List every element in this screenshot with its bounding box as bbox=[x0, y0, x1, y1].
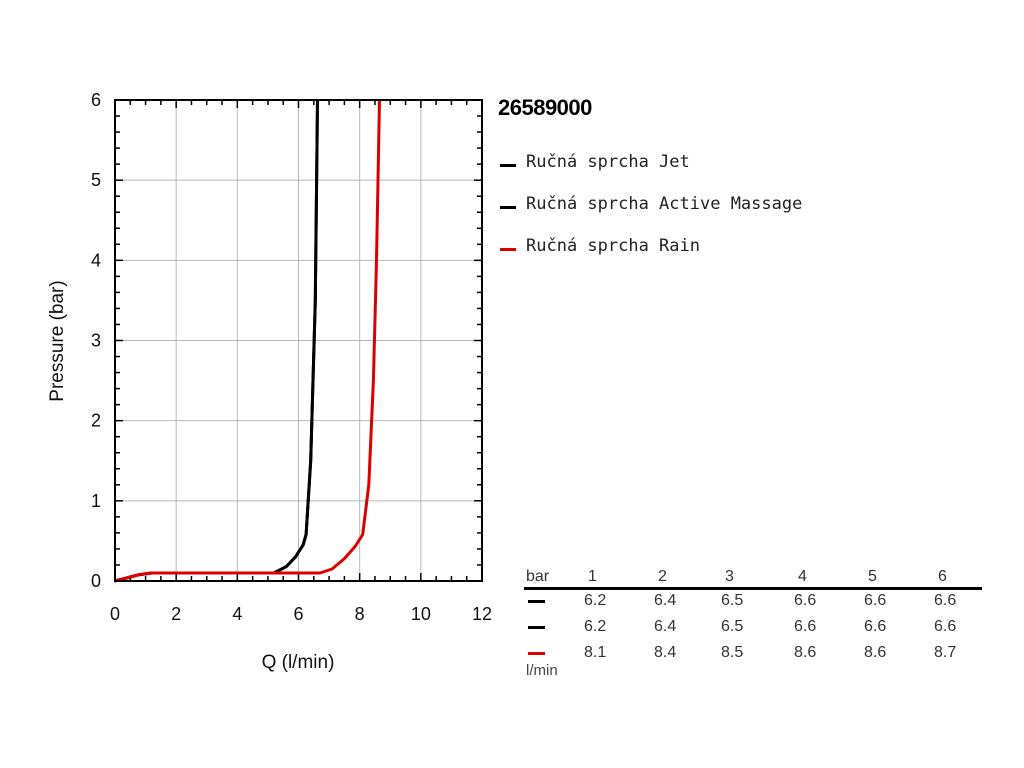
x-tick-label: 6 bbox=[293, 604, 303, 624]
table-cell: 6.6 bbox=[934, 618, 957, 635]
legend-item-3: Ručná sprcha Rain bbox=[500, 236, 802, 278]
y-axis-title: Pressure (bar) bbox=[47, 280, 68, 401]
legend-swatch bbox=[500, 248, 516, 251]
table-cell: 6.5 bbox=[721, 618, 744, 635]
table-row: 6.2 6.4 6.5 6.6 6.6 6.6 bbox=[524, 616, 982, 642]
y-tick-label: 6 bbox=[91, 90, 101, 110]
x-tick-label: 12 bbox=[472, 604, 492, 624]
plot-frame bbox=[114, 99, 483, 582]
legend-label: Ručná sprcha Jet bbox=[526, 152, 690, 172]
legend-swatch bbox=[500, 206, 516, 209]
legend-item-2: Ručná sprcha Active Massage bbox=[500, 194, 802, 236]
table-header-bar-label: bar bbox=[526, 568, 550, 585]
x-axis-title: Q (l/min) bbox=[262, 652, 335, 673]
y-tick-label: 2 bbox=[91, 411, 101, 431]
x-tick-label: 4 bbox=[232, 604, 242, 624]
table-row-swatch bbox=[528, 600, 545, 603]
table-row-swatch bbox=[528, 626, 545, 629]
y-tick-label: 3 bbox=[91, 331, 101, 351]
table-cell: 8.1 bbox=[584, 644, 607, 661]
table-cell: 6.4 bbox=[654, 618, 677, 635]
table-cell: 6.5 bbox=[721, 592, 744, 609]
series-lines bbox=[114, 99, 381, 583]
legend-label: Ručná sprcha Rain bbox=[526, 236, 700, 256]
y-tick-label: 5 bbox=[91, 170, 101, 190]
table-cell: 8.4 bbox=[654, 644, 677, 661]
x-tick-label: 0 bbox=[110, 604, 120, 624]
table-cell: 6.6 bbox=[794, 592, 817, 609]
table-cell: 6.6 bbox=[864, 592, 887, 609]
table-cell: 6.6 bbox=[864, 618, 887, 635]
table-header-pressure: 6 bbox=[938, 568, 947, 585]
table-cell: 6.2 bbox=[584, 618, 607, 635]
table-unit-label: l/min bbox=[526, 662, 558, 679]
x-tick-label: 8 bbox=[355, 604, 365, 624]
table-row-swatch bbox=[528, 652, 545, 655]
table-header-pressure: 1 bbox=[588, 568, 597, 585]
series-line-3 bbox=[114, 99, 381, 583]
table-header: bar 1 2 3 4 5 6 bbox=[524, 566, 982, 590]
chart-grid bbox=[115, 100, 482, 581]
table-cell: 8.6 bbox=[864, 644, 887, 661]
table-header-pressure: 5 bbox=[868, 568, 877, 585]
legend-swatch bbox=[500, 164, 516, 167]
table-row: 6.2 6.4 6.5 6.6 6.6 6.6 bbox=[524, 590, 982, 616]
product-number-title: 26589000 bbox=[498, 95, 592, 120]
table-cell: 6.4 bbox=[654, 592, 677, 609]
table-cell: 6.6 bbox=[934, 592, 957, 609]
x-tick-label: 10 bbox=[411, 604, 431, 624]
table-header-pressure: 2 bbox=[658, 568, 667, 585]
table-header-pressure: 3 bbox=[725, 568, 734, 585]
table-cell: 8.7 bbox=[934, 644, 957, 661]
x-tick-label: 2 bbox=[171, 604, 181, 624]
y-tick-label: 1 bbox=[91, 491, 101, 511]
table-cell: 8.6 bbox=[794, 644, 817, 661]
y-tick-label: 0 bbox=[91, 571, 101, 591]
table-cell: 6.2 bbox=[584, 592, 607, 609]
table-cell: 6.6 bbox=[794, 618, 817, 635]
table-body: 6.2 6.4 6.5 6.6 6.6 6.6 6.2 6.4 6.5 6.6 6.6 6.6 8.1 8… bbox=[524, 590, 982, 668]
legend-item-1: Ručná sprcha Jet bbox=[500, 152, 802, 194]
legend-label: Ručná sprcha Active Massage bbox=[526, 194, 803, 214]
table-header-pressure: 4 bbox=[798, 568, 807, 585]
y-tick-label: 4 bbox=[91, 250, 101, 270]
table-row: 8.1 8.4 8.5 8.6 8.6 8.7 bbox=[524, 642, 982, 668]
table-cell: 8.5 bbox=[721, 644, 744, 661]
chart-legend: Ručná sprcha Jet Ručná sprcha Active Mass… bbox=[500, 152, 802, 278]
